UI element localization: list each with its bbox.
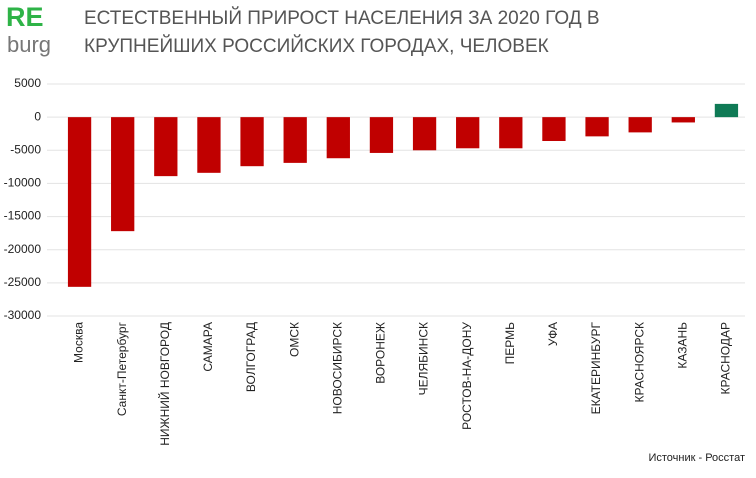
logo-burg: burg <box>7 32 51 57</box>
x-tick-label: ВОЛГОГРАД <box>244 322 258 392</box>
x-tick-label: САМАРА <box>201 322 215 372</box>
x-tick-label: КРАСНОЯРСК <box>632 322 646 403</box>
y-tick-label: -25000 <box>4 275 42 289</box>
bar <box>154 117 178 177</box>
source: Источник - Росстат <box>648 452 745 464</box>
y-tick-label: -10000 <box>4 176 42 190</box>
bar <box>369 117 394 153</box>
y-tick-label: -20000 <box>4 242 42 256</box>
x-tick-label: ЕКАТЕРИНБУРГ <box>589 322 603 415</box>
bar <box>67 117 92 287</box>
x-tick-label: НИЖНИЙ НОВГОРОД <box>157 322 172 446</box>
bar <box>197 117 221 173</box>
x-tick-label: ЧЕЛЯБИНСК <box>417 322 431 395</box>
bar <box>499 117 523 149</box>
x-tick-label: ОМСК <box>287 322 301 357</box>
chart-title: ЕСТЕСТВЕННЫЙ ПРИРОСТ НАСЕЛЕНИЯ ЗА 2020 Г… <box>84 7 600 29</box>
bar <box>628 117 652 133</box>
bar <box>671 117 695 123</box>
x-tick-label: НОВОСИБИРСК <box>330 322 344 414</box>
x-tick-label: УФА <box>546 322 560 346</box>
bar <box>456 117 480 149</box>
x-tick-label: Москва <box>72 322 86 363</box>
x-tick-label: Санкт-Петербург <box>115 321 129 416</box>
bar <box>714 103 739 118</box>
bar <box>412 117 437 151</box>
x-tick-label: РОСТОВ-НА-ДОНУ <box>460 322 474 430</box>
bar <box>283 117 307 163</box>
bar <box>585 117 609 137</box>
y-tick-label: -15000 <box>4 209 42 223</box>
bar <box>326 117 350 159</box>
bar <box>111 117 135 232</box>
y-tick-label: -30000 <box>4 308 42 322</box>
x-tick-label: ВОРОНЕЖ <box>374 322 388 384</box>
chart-title: КРУПНЕЙШИХ РОССИЙСКИХ ГОРОДАХ, ЧЕЛОВЕК <box>84 35 549 57</box>
x-tick-label: ПЕРМЬ <box>503 322 517 364</box>
bar <box>542 117 566 142</box>
y-tick-label: 0 <box>34 109 41 123</box>
x-tick-label: КРАСНОДАР <box>719 322 733 394</box>
y-tick-label: 5000 <box>14 76 41 90</box>
x-tick-label: КАЗАНЬ <box>675 322 689 369</box>
y-tick-label: -5000 <box>10 142 41 156</box>
bar <box>240 117 264 167</box>
logo-re: RE <box>6 2 44 32</box>
